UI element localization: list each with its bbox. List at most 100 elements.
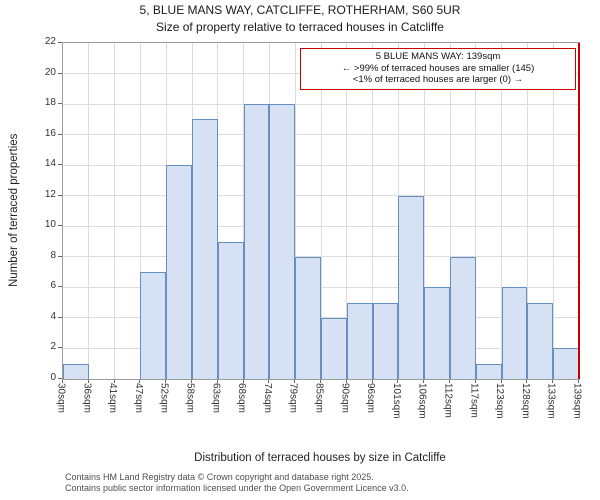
x-tick-label: 41sqm (107, 383, 119, 414)
bar (140, 272, 167, 379)
page-subtitle: Size of property relative to terraced ho… (156, 20, 444, 34)
x-tick-mark (552, 379, 554, 383)
x-axis-label: Distribution of terraced houses by size … (194, 452, 446, 464)
x-tick-label: 85sqm (313, 383, 325, 414)
x-tick-mark (87, 379, 89, 383)
y-tick-mark (58, 103, 62, 105)
x-tick-mark (165, 379, 167, 383)
y-tick-label: 14 (44, 158, 56, 170)
grid-line-vertical (320, 43, 322, 379)
bar (321, 317, 347, 379)
page-title: 5, BLUE MANS WAY, CATCLIFFE, ROTHERHAM, … (139, 3, 461, 17)
bar (166, 165, 192, 379)
y-tick-mark (58, 255, 62, 257)
y-tick-label: 10 (44, 219, 56, 231)
footer-line-1: Contains HM Land Registry data © Crown c… (65, 472, 374, 482)
x-tick-mark (345, 379, 347, 383)
x-tick-label: 101sqm (390, 383, 402, 419)
y-tick-mark (58, 42, 62, 43)
x-tick-label: 133sqm (545, 383, 557, 419)
y-tick-mark (58, 225, 62, 227)
grid-line-vertical (217, 43, 219, 379)
footer-line-2: Contains public sector information licen… (65, 482, 409, 493)
annotation-line-2: ← >99% of terraced houses are smaller (1… (341, 62, 535, 74)
marker-line (578, 43, 580, 379)
x-tick-mark (139, 379, 141, 383)
grid-line-vertical (139, 43, 141, 379)
x-tick-label: 106sqm (416, 383, 428, 419)
x-tick-label: 139sqm (571, 383, 583, 419)
grid-line-vertical (114, 43, 116, 379)
bar (553, 348, 579, 379)
y-tick-label: 20 (44, 66, 56, 78)
grid-line-vertical (475, 43, 477, 379)
x-tick-mark (242, 379, 244, 383)
x-tick-label: 90sqm (339, 383, 351, 414)
y-tick-label: 0 (50, 372, 56, 383)
bar (424, 287, 450, 379)
bar (346, 302, 373, 379)
bar (295, 256, 321, 379)
grid-line-vertical (526, 43, 528, 379)
x-tick-label: 63sqm (210, 383, 222, 414)
grid-line-vertical (501, 43, 503, 379)
footer: Contains HM Land Registry data © Crown c… (65, 472, 409, 493)
bar (63, 363, 89, 379)
x-tick-mark (578, 379, 579, 383)
y-tick-mark (58, 378, 62, 379)
y-tick-label: 18 (44, 97, 56, 109)
grid-line-vertical (346, 43, 348, 379)
x-tick-label: 74sqm (261, 383, 273, 414)
x-tick-mark (500, 379, 502, 383)
y-tick-label: 4 (50, 310, 56, 322)
x-tick-label: 36sqm (81, 383, 93, 414)
bar (269, 104, 296, 379)
y-tick-mark (58, 316, 62, 318)
x-tick-mark (216, 379, 218, 383)
x-tick-label: 79sqm (287, 383, 299, 414)
bar (372, 302, 399, 379)
bar (217, 241, 244, 379)
bar (475, 363, 502, 379)
bar (450, 256, 476, 379)
x-tick-mark (268, 379, 270, 383)
x-tick-label: 123sqm (494, 383, 506, 419)
plot-area: 5 BLUE MANS WAY: 139sqm ← >99% of terrac… (62, 42, 580, 380)
x-tick-mark (191, 379, 192, 383)
x-tick-mark (113, 379, 115, 383)
x-tick-label: 96sqm (365, 383, 377, 414)
bar (527, 302, 554, 379)
x-tick-mark (294, 379, 296, 383)
x-tick-label: 68sqm (236, 383, 248, 414)
y-tick-mark (58, 286, 62, 288)
x-tick-mark (371, 379, 373, 383)
grid-line-vertical (552, 43, 554, 379)
x-tick-mark (62, 379, 63, 383)
grid-line-vertical (423, 43, 425, 379)
x-tick-label: 30sqm (55, 383, 67, 414)
annotation-line-3: <1% of terraced houses are larger (0) → (352, 74, 524, 85)
x-tick-label: 117sqm (468, 383, 480, 418)
bar (398, 195, 425, 379)
y-tick-mark (58, 72, 62, 74)
annotation-box: 5 BLUE MANS WAY: 139sqm ← >99% of terrac… (300, 48, 576, 90)
y-tick-mark (58, 164, 62, 166)
x-tick-mark (474, 379, 476, 383)
x-tick-label: 128sqm (519, 383, 531, 419)
y-tick-mark (58, 347, 62, 349)
x-tick-mark (449, 379, 450, 383)
x-tick-mark (320, 379, 321, 383)
y-tick-label: 16 (44, 127, 56, 139)
x-tick-mark (397, 379, 399, 383)
grid-line-vertical (449, 43, 451, 379)
y-tick-label: 12 (44, 188, 56, 200)
y-tick-mark (58, 133, 62, 135)
bar (243, 104, 270, 379)
y-tick-label: 6 (50, 280, 56, 292)
bar (192, 119, 218, 379)
x-tick-label: 58sqm (184, 383, 196, 414)
bar (501, 287, 528, 379)
y-axis-label: Number of terraced properties (8, 133, 20, 287)
x-tick-label: 52sqm (158, 383, 170, 414)
